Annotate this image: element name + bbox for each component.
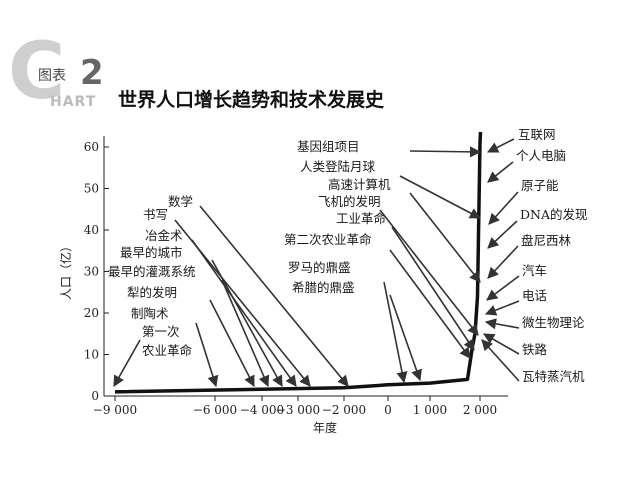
annotation-label: 汽车 [522,263,547,278]
x-ticks: −9 000 −6 000 −4 000−3 000 −2 000 0 1 000 2 00… [93,396,497,417]
annotation-label: 最早的城市 [120,245,183,260]
annotation-arrow [486,275,520,301]
x-tick-label: −2 000 [322,403,366,417]
annotation-arrow [113,339,141,387]
y-tick-label: 50 [84,182,99,196]
population-line [114,131,483,394]
annotation-label: 第一次 [142,324,180,339]
y-tick-label: 60 [84,140,99,154]
x-tick-label: 0 [384,403,392,417]
annotation-arrow [379,209,479,336]
y-tick-label: 30 [84,265,99,279]
badge-c-letter: C [8,27,65,117]
x-tick-label: 2 000 [463,403,497,417]
annotation-label: 农业革命 [142,343,193,358]
annotation-arrow [389,249,471,359]
x-tick-label: −9 000 [93,403,137,417]
y-tick-label: 20 [84,306,99,320]
annotation-arrow [488,191,519,225]
annotation-label: 最早的灌溉系统 [108,264,196,279]
x-tick-label: −3 000 [276,403,320,417]
annotation-arrow [383,281,408,384]
annotation-arrow [484,300,520,316]
annotation-label: 希腊的鼎盛 [292,280,355,295]
badge-number: 2 [80,53,104,93]
annotation-label: 冶金术 [145,228,183,243]
annotation-label: 第二次农业革命 [284,232,372,247]
annotation-label: 个人电脑 [516,148,566,163]
annotation-arrow [483,333,520,355]
annotation-label: 互联网 [518,127,556,142]
annotation-label: 书写 [143,207,168,222]
annotation-arrow [487,220,518,249]
x-tick-label: −4 000 [240,403,284,417]
badge-art: HART [50,94,96,110]
annotation-arrow [487,245,519,279]
x-tick-label: −6 000 [193,403,237,417]
annotation-arrow [409,146,482,158]
y-ticks: 0 10 20 30 40 50 60 [84,140,109,403]
annotation-arrow [484,318,520,330]
y-axis-label: 人口（亿） [58,240,73,300]
annotation-label: 飞机的发明 [318,194,381,209]
annotation-arrow [221,279,270,388]
annotation-arrow [481,339,520,382]
annotation-arrow [399,175,481,219]
annotation-label: 微生物理论 [522,315,585,330]
annotation-label: 铁路 [522,342,548,357]
annotation-arrow [174,219,311,387]
annotation-label: 盘尼西林 [521,233,572,248]
x-axis-label: 年度 [313,420,337,435]
annotation-arrow [391,226,475,351]
annotation-label: 罗马的鼎盛 [288,260,351,275]
annotation-label: 高速计算机 [328,177,391,192]
annotation-arrow [389,294,422,382]
annotation-label: 制陶术 [131,306,169,321]
annotation-label: 瓦特蒸汽机 [522,369,585,384]
annotation-label: 电话 [522,288,547,303]
annotation-arrow [486,138,515,153]
y-tick-label: 10 [84,348,99,362]
annotation-label: 犁的发明 [127,285,177,300]
annotation-label: DNA的发现 [520,207,588,222]
x-tick-label: 1 000 [413,403,447,417]
y-tick-label: 40 [84,223,99,237]
annotation-arrow [199,205,349,387]
annotation-label: 工业革命 [336,211,387,226]
annotation-label: 原子能 [521,178,559,193]
annotation-label: 人类登陆月球 [300,159,376,174]
annotation-label: 基因组项目 [297,139,360,154]
annotation-arrow [487,161,514,183]
annotation-arrow [209,299,255,387]
annotation-arrow [195,322,219,388]
chart-title: 世界人口增长趋势和技术发展史 [118,88,385,111]
badge-label: 图表 [38,68,66,84]
annotation-label: 数学 [168,194,193,209]
y-tick-label: 0 [91,389,99,403]
annotation-arrow [191,239,297,387]
annotation-arrow [409,192,481,283]
